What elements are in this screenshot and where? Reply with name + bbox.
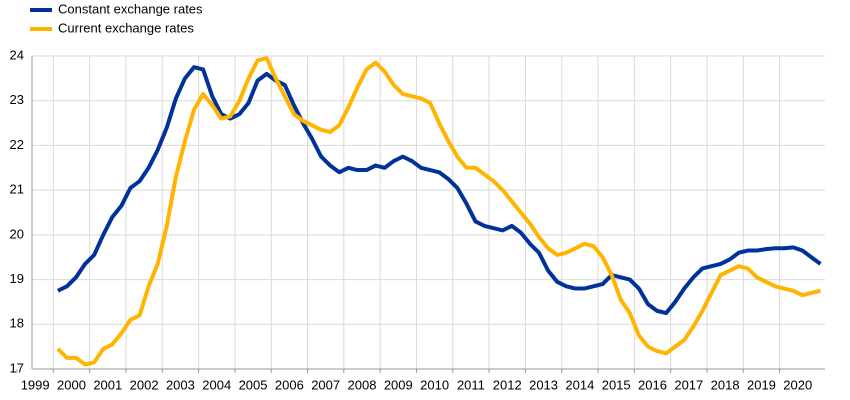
x-tick-label: 2020 — [783, 377, 812, 392]
x-tick-label: 2003 — [166, 377, 195, 392]
x-tick-label: 2012 — [493, 377, 522, 392]
x-tick-label: 2016 — [638, 377, 667, 392]
y-tick-label: 20 — [10, 226, 24, 241]
y-tick-label: 19 — [10, 271, 24, 286]
y-tick-label: 23 — [10, 92, 24, 107]
x-tick-label: 2002 — [130, 377, 159, 392]
y-tick-label: 24 — [10, 47, 24, 62]
y-tick-label: 22 — [10, 137, 24, 152]
x-tick-label: 2017 — [674, 377, 703, 392]
x-tick-label: 2011 — [457, 377, 485, 392]
x-tick-label: 2014 — [565, 377, 594, 392]
x-tick-label: 2001 — [93, 377, 122, 392]
x-tick-label: 2019 — [747, 377, 776, 392]
y-tick-label: 17 — [10, 360, 24, 375]
y-tick-label: 18 — [10, 316, 24, 331]
legend-label: Constant exchange rates — [58, 1, 203, 16]
x-tick-label: 1999 — [21, 377, 50, 392]
x-tick-label: 2013 — [529, 377, 558, 392]
legend-label: Current exchange rates — [58, 20, 194, 35]
x-tick-label: 2006 — [275, 377, 304, 392]
x-tick-label: 2007 — [311, 377, 340, 392]
x-tick-label: 2010 — [420, 377, 449, 392]
x-tick-label: 2004 — [202, 377, 231, 392]
y-tick-label: 21 — [10, 182, 24, 197]
series-line — [56, 65, 822, 316]
x-tick-label: 2005 — [239, 377, 268, 392]
x-tick-label: 2009 — [384, 377, 413, 392]
x-tick-label: 2018 — [711, 377, 740, 392]
x-tick-label: 2000 — [57, 377, 86, 392]
series-line — [56, 56, 821, 367]
x-tick-label: 2015 — [602, 377, 631, 392]
x-tick-label: 2008 — [348, 377, 377, 392]
